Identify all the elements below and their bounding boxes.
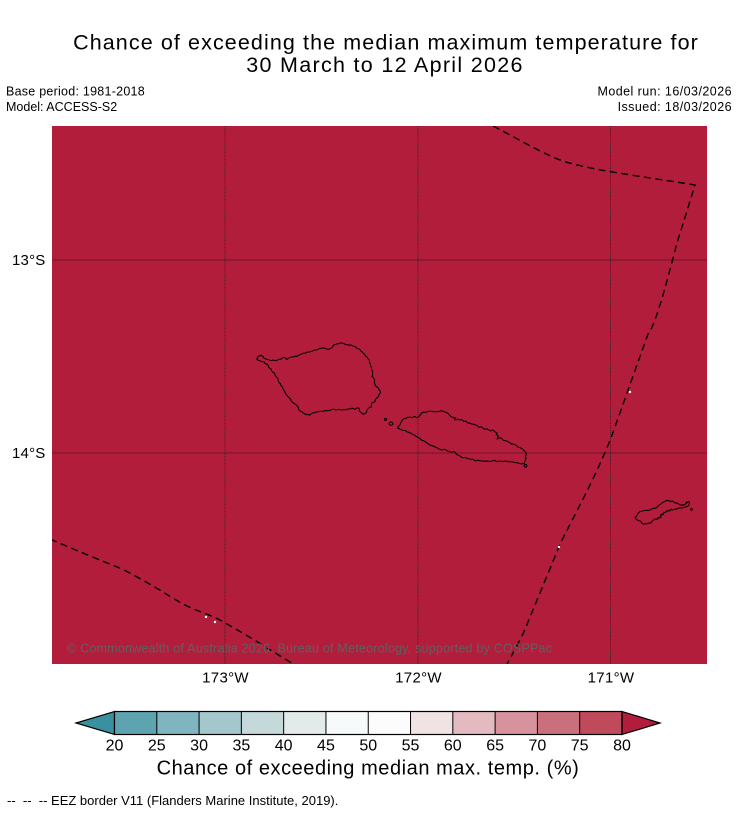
svg-text:-- -- -- EEZ border V11 (Fla: -- -- -- EEZ border V11 (Flanders Marine… bbox=[7, 793, 338, 808]
svg-text:50: 50 bbox=[359, 738, 377, 755]
svg-text:171°W: 171°W bbox=[588, 670, 635, 687]
svg-text:80: 80 bbox=[613, 738, 631, 755]
svg-text:Issued: 18/03/2026: Issued: 18/03/2026 bbox=[618, 100, 732, 114]
svg-text:20: 20 bbox=[106, 738, 124, 755]
svg-text:75: 75 bbox=[571, 738, 589, 755]
svg-text:© Commonwealth of Australia 20: © Commonwealth of Australia 2026, Bureau… bbox=[67, 642, 552, 656]
svg-text:35: 35 bbox=[232, 738, 250, 755]
svg-text:55: 55 bbox=[402, 738, 420, 755]
svg-text:Model: ACCESS-S2: Model: ACCESS-S2 bbox=[6, 100, 117, 114]
svg-text:173°W: 173°W bbox=[202, 670, 249, 687]
svg-text:25: 25 bbox=[148, 738, 166, 755]
svg-text:14°S: 14°S bbox=[12, 445, 46, 462]
svg-text:45: 45 bbox=[317, 738, 335, 755]
svg-text:40: 40 bbox=[275, 738, 293, 755]
svg-text:Base period: 1981-2018: Base period: 1981-2018 bbox=[6, 85, 145, 99]
svg-text:65: 65 bbox=[486, 738, 504, 755]
svg-text:172°W: 172°W bbox=[395, 670, 442, 687]
svg-text:Chance of exceeding the median: Chance of exceeding the median maximum t… bbox=[73, 30, 699, 54]
svg-text:60: 60 bbox=[444, 738, 462, 755]
svg-text:Model run: 16/03/2026: Model run: 16/03/2026 bbox=[597, 85, 732, 99]
svg-text:70: 70 bbox=[529, 738, 547, 755]
svg-text:30 March to 12 April 2026: 30 March to 12 April 2026 bbox=[246, 53, 524, 77]
svg-text:13°S: 13°S bbox=[12, 252, 46, 269]
svg-text:30: 30 bbox=[190, 738, 208, 755]
svg-text:Chance of exceeding median max: Chance of exceeding median max. temp. (%… bbox=[157, 758, 580, 780]
